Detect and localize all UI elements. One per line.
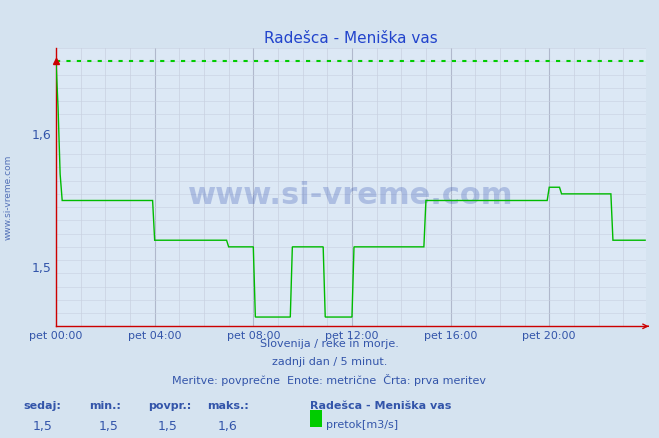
Text: povpr.:: povpr.: bbox=[148, 401, 192, 411]
Text: min.:: min.: bbox=[89, 401, 121, 411]
Text: 1,6: 1,6 bbox=[217, 420, 237, 433]
Text: Radešca - Meniška vas: Radešca - Meniška vas bbox=[310, 401, 451, 411]
Text: 1,5: 1,5 bbox=[33, 420, 53, 433]
Text: pretok[m3/s]: pretok[m3/s] bbox=[326, 420, 398, 430]
Text: 1,5: 1,5 bbox=[158, 420, 178, 433]
Text: www.si-vreme.com: www.si-vreme.com bbox=[188, 181, 513, 210]
Text: zadnji dan / 5 minut.: zadnji dan / 5 minut. bbox=[272, 357, 387, 367]
Text: Meritve: povprečne  Enote: metrične  Črta: prva meritev: Meritve: povprečne Enote: metrične Črta:… bbox=[173, 374, 486, 386]
Text: 1,5: 1,5 bbox=[99, 420, 119, 433]
Text: Slovenija / reke in morje.: Slovenija / reke in morje. bbox=[260, 339, 399, 350]
Title: Radešca - Meniška vas: Radešca - Meniška vas bbox=[264, 31, 438, 46]
Text: maks.:: maks.: bbox=[208, 401, 249, 411]
Text: sedaj:: sedaj: bbox=[23, 401, 61, 411]
Text: www.si-vreme.com: www.si-vreme.com bbox=[3, 155, 13, 240]
